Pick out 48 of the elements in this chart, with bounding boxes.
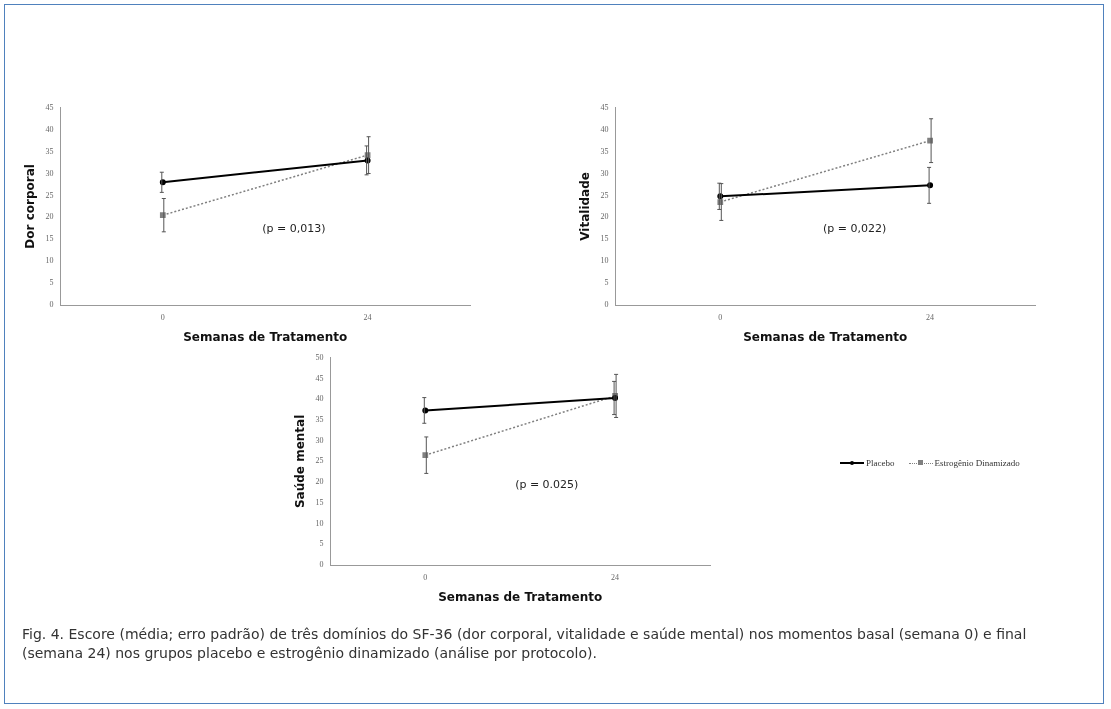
y-tick-label: 35: [315, 415, 324, 425]
y-tick-label: 20: [315, 477, 324, 487]
y-tick-label: 15: [600, 234, 609, 244]
y-tick-label: 45: [315, 373, 324, 383]
y-tick-label: 10: [45, 256, 54, 266]
y-axis-title: Vitalidade: [578, 172, 593, 241]
y-tick-label: 5: [604, 278, 609, 288]
x-tick-label: 24: [926, 312, 935, 322]
y-tick-label: 5: [49, 278, 54, 288]
x-tick-label: 24: [611, 572, 620, 582]
y-axis-title: Saúde mental: [293, 414, 308, 509]
x-axis-title: Semanas de Tratamento: [183, 329, 348, 344]
y-tick-label: 45: [600, 102, 609, 112]
x-tick-label: 0: [160, 312, 165, 322]
y-tick-label: 0: [319, 560, 324, 570]
y-tick-label: 15: [315, 497, 324, 507]
caption: Fig. 4. Escore (média; erro padrão) de três domínios do SF-36 (dor corporal, vitalidade e saúde mental) nos momentos basal (semana 0) e final (semana 24) nos grupos placebo e estrogênio dinamizado (análise por protocolo).: [22, 625, 1028, 663]
x-axis-title: Semanas de Tratamento: [743, 329, 908, 344]
y-tick-label: 25: [600, 190, 609, 200]
y-tick-label: 10: [600, 256, 609, 266]
legend-label: Estrogênio Dinamizado: [934, 458, 1020, 468]
y-axis-title: Dor corporal: [23, 164, 38, 249]
annotation: (p = 0.025): [515, 478, 579, 492]
annotation: (p = 0,013): [262, 222, 326, 236]
y-tick-label: 30: [600, 168, 609, 178]
y-tick-label: 30: [45, 168, 54, 178]
y-tick-label: 25: [45, 190, 54, 200]
y-tick-label: 10: [315, 518, 324, 528]
y-tick-label: 0: [604, 300, 609, 310]
y-tick-label: 30: [315, 435, 324, 445]
y-tick-label: 20: [600, 212, 609, 222]
y-tick-label: 50: [315, 352, 324, 362]
y-tick-label: 5: [319, 539, 324, 549]
y-tick-label: 35: [45, 146, 54, 156]
x-tick-label: 24: [363, 312, 372, 322]
y-tick-label: 40: [315, 394, 324, 404]
y-tick-label: 35: [600, 146, 609, 156]
x-axis-title: Semanas de Tratamento: [438, 589, 603, 604]
legend-label: Placebo: [866, 458, 895, 468]
x-tick-label: 0: [718, 312, 723, 322]
y-tick-label: 45: [45, 102, 54, 112]
y-tick-label: 0: [49, 300, 54, 310]
y-tick-label: 40: [45, 124, 54, 134]
y-tick-label: 20: [45, 212, 54, 222]
y-tick-label: 40: [600, 124, 609, 134]
y-tick-label: 15: [45, 234, 54, 244]
y-tick-label: 25: [315, 456, 324, 466]
annotation: (p = 0,022): [822, 222, 887, 236]
